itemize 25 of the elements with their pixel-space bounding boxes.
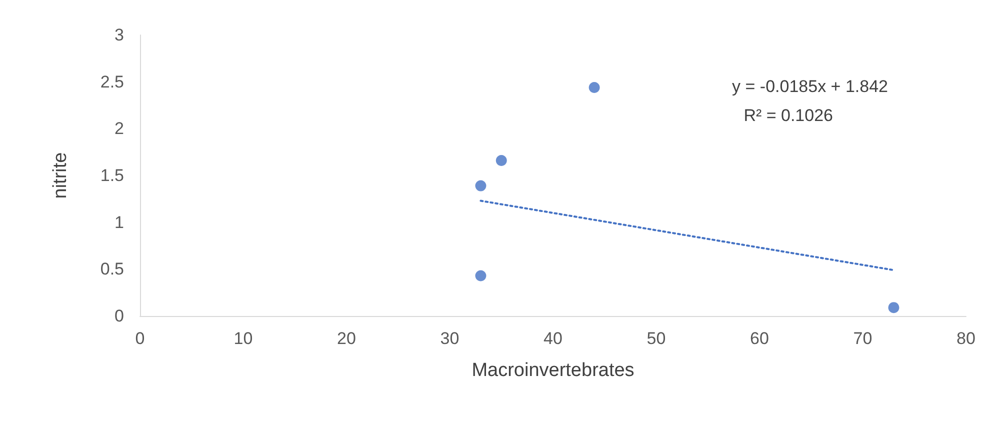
y-tick-label: 2 xyxy=(114,119,124,138)
y-tick-label: 3 xyxy=(114,26,124,44)
x-axis-title: Macroinvertebrates xyxy=(472,360,634,381)
x-tick-label: 10 xyxy=(234,329,253,348)
y-axis-title: nitrite xyxy=(50,152,71,199)
y-tick-label: 0 xyxy=(114,306,124,326)
x-tick-label: 50 xyxy=(646,329,666,348)
annotation: R² = 0.1026 xyxy=(744,106,834,125)
x-tick-label: 70 xyxy=(853,329,872,348)
x-tick-label: 80 xyxy=(956,329,976,348)
point xyxy=(496,155,507,166)
y-tick-label: 0.5 xyxy=(100,260,124,279)
x-tick-label: 20 xyxy=(337,329,356,348)
x-tick-label: 40 xyxy=(544,329,562,348)
point xyxy=(475,180,486,192)
y-tick-label: 1.5 xyxy=(100,166,124,185)
x-tick-label: 60 xyxy=(750,329,769,348)
point xyxy=(475,270,486,282)
x-tick-label: 30 xyxy=(440,329,460,348)
x-tick-label: 0 xyxy=(135,329,145,348)
annotation: y = -0.0185x + 1.842 xyxy=(732,77,888,96)
y-tick-label: 1 xyxy=(114,212,124,232)
point xyxy=(588,82,600,93)
y-tick-label: 2.5 xyxy=(100,72,124,92)
point xyxy=(888,302,900,314)
